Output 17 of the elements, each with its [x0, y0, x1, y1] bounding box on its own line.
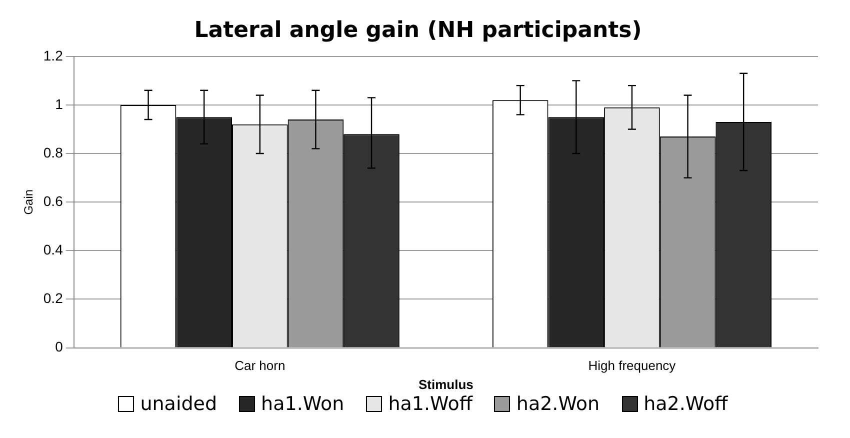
y-tick-label: 0 [55, 338, 64, 355]
chart-title: Lateral angle gain (NH participants) [194, 18, 642, 43]
legend-label: ha1.Woff [388, 393, 472, 415]
y-tick-label: 0.2 [43, 290, 64, 306]
y-tick-label: 0.6 [43, 192, 64, 209]
legend-label: ha1.Won [261, 393, 344, 415]
y-axis-title: Gain [22, 189, 36, 215]
legend-label: ha2.Woff [644, 393, 728, 415]
y-tick-label: 0.8 [43, 144, 64, 160]
y-tick-label: 1.2 [43, 47, 64, 64]
x-tick-label: High frequency [588, 358, 676, 374]
text: unaided [140, 393, 218, 415]
legend-label: ha2.Won [516, 393, 600, 415]
x-axis-title: Stimulus [418, 376, 474, 392]
y-tick-label: 1 [55, 96, 64, 112]
y-tick-label: 0.4 [43, 242, 64, 258]
x-tick-label: Car horn [234, 358, 286, 374]
